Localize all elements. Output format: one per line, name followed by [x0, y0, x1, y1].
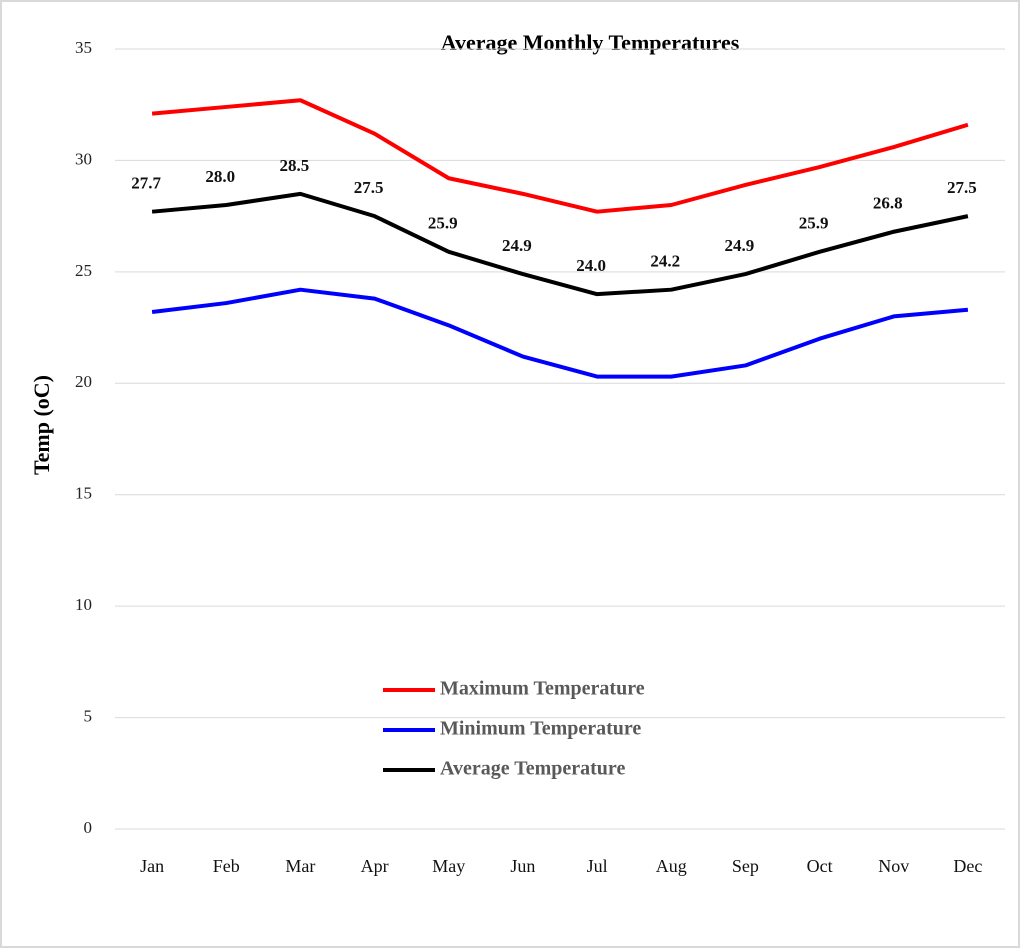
x-tick-label: Feb	[213, 856, 240, 876]
x-tick-label: Sep	[732, 856, 759, 876]
data-label: 25.9	[799, 214, 829, 233]
data-label: 24.9	[502, 236, 532, 255]
line-series	[151, 191, 969, 297]
y-tick-label: 20	[75, 372, 92, 391]
legend-label: Minimum Temperature	[440, 718, 641, 740]
y-tick-label: 35	[75, 38, 92, 57]
data-label: 28.5	[280, 156, 310, 175]
x-tick-label: Apr	[361, 856, 389, 876]
legend-label: Maximum Temperature	[440, 678, 645, 700]
data-label: 24.0	[576, 256, 606, 275]
y-tick-label: 5	[84, 706, 93, 725]
x-tick-label: Mar	[285, 856, 315, 876]
x-tick-label: May	[432, 856, 465, 876]
y-axis-label: Temp (oC)	[29, 375, 54, 475]
chart-title: Average Monthly Temperatures	[441, 30, 740, 55]
data-label: 24.2	[650, 252, 680, 271]
x-tick-label: Dec	[953, 856, 982, 876]
data-label: 27.5	[947, 178, 977, 197]
data-label: 27.7	[131, 174, 161, 193]
x-tick-label: Jun	[510, 856, 535, 876]
x-tick-label: Oct	[807, 856, 833, 876]
line-series	[151, 98, 969, 214]
y-tick-label: 0	[84, 818, 93, 837]
data-label: 27.5	[354, 178, 384, 197]
legend-label: Average Temperature	[440, 758, 625, 780]
x-tick-label: Aug	[656, 856, 687, 876]
line-series	[151, 287, 969, 379]
x-tick-label: Jan	[140, 856, 164, 876]
data-label: 26.8	[873, 194, 903, 213]
y-tick-label: 15	[75, 484, 92, 503]
x-tick-label: Jul	[587, 856, 608, 876]
data-label: 24.9	[725, 236, 755, 255]
data-label: 25.9	[428, 214, 458, 233]
data-label: 28.0	[205, 167, 235, 186]
y-tick-label: 30	[75, 149, 92, 168]
y-tick-label: 25	[75, 261, 92, 280]
y-tick-label: 10	[75, 595, 92, 614]
x-tick-label: Nov	[878, 856, 909, 876]
